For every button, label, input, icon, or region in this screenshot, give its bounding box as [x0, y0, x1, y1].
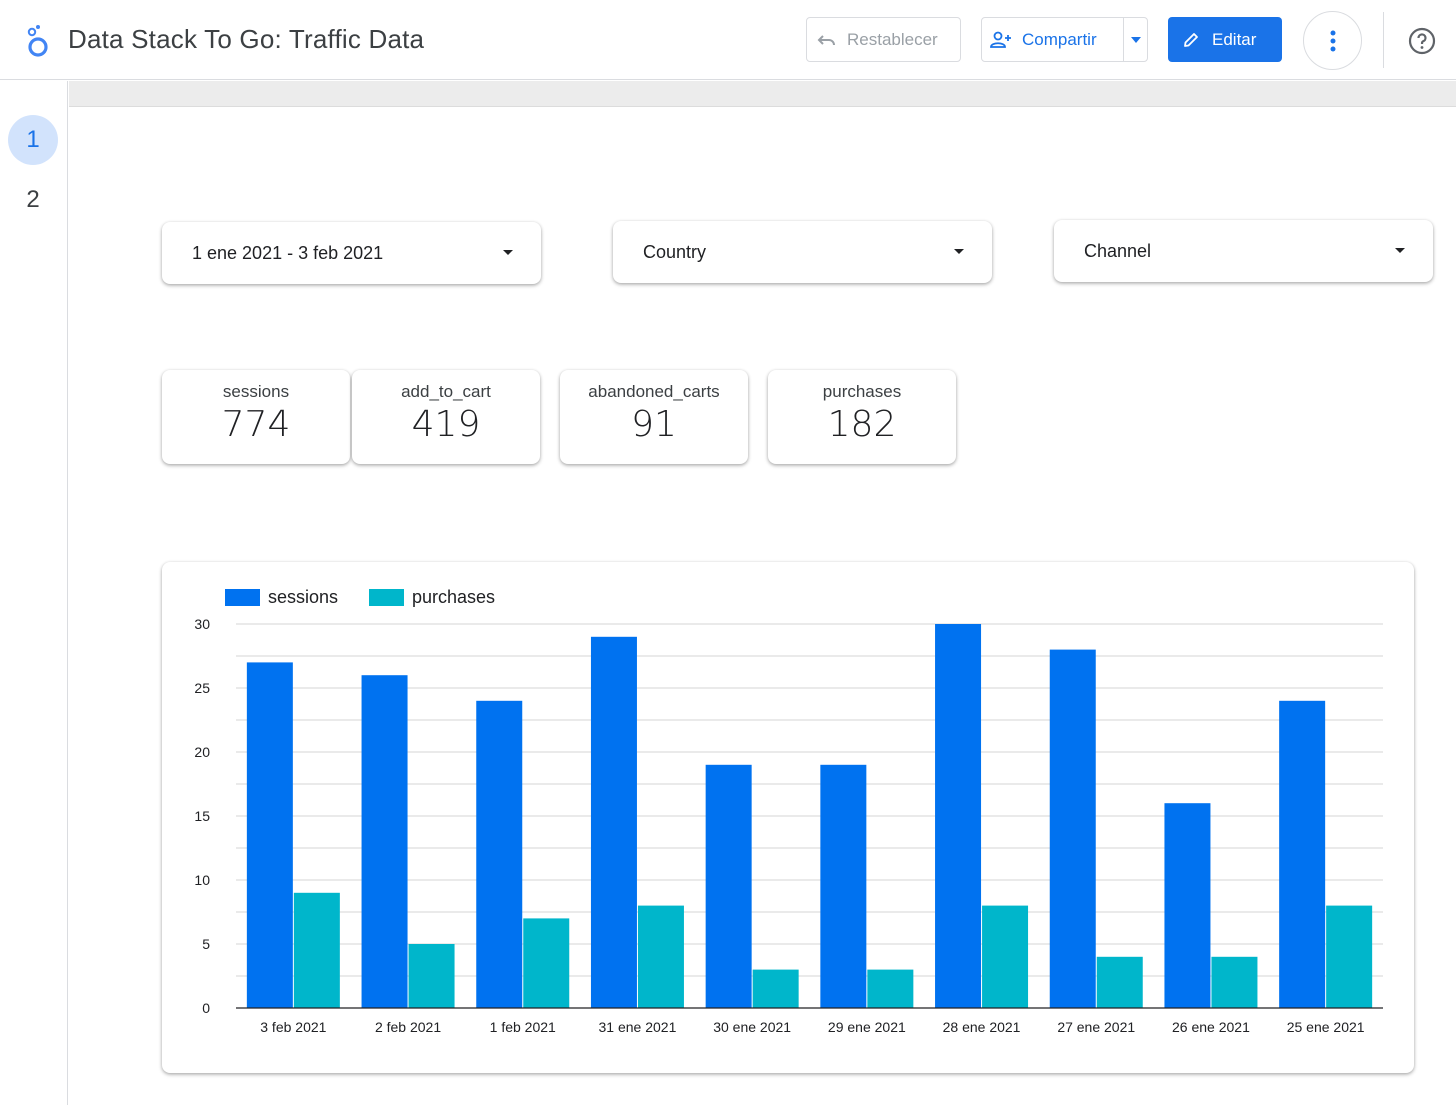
bar-sessions [1164, 803, 1211, 1008]
edit-button[interactable]: Editar [1168, 17, 1282, 62]
country-filter-label: Country [643, 241, 707, 262]
kpi-value: 419 [411, 404, 481, 445]
bar-sessions [705, 764, 752, 1008]
bar-purchases [293, 892, 340, 1008]
kpi-value: 91 [631, 404, 677, 445]
x-tick-label: 31 ene 2021 [599, 1019, 677, 1035]
bar-chart: 0 5 10 15 20 25 30 3 feb 2021 2 feb 2021 1 feb 20… [194, 616, 1383, 1035]
share-dropdown-button[interactable] [1123, 18, 1147, 61]
kpi-label: add_to_cart [401, 382, 491, 401]
legend-purchases[interactable]: purchases [369, 587, 495, 608]
bar-purchases [523, 918, 570, 1008]
x-tick-label: 25 ene 2021 [1287, 1019, 1365, 1035]
y-tick-label: 5 [202, 936, 210, 952]
legend-sessions[interactable]: sessions [225, 587, 338, 608]
bar-sessions [935, 624, 982, 1008]
bar-purchases [1326, 905, 1373, 1008]
y-tick-label: 25 [194, 680, 210, 696]
report-title[interactable]: Data Stack To Go: Traffic Data [68, 24, 425, 54]
legend-label: purchases [412, 587, 496, 607]
y-tick-label: 0 [202, 1000, 210, 1016]
more-options-button[interactable] [1303, 11, 1362, 70]
kpi-value: 182 [827, 404, 897, 445]
caret-down-icon [1130, 36, 1141, 43]
help-icon[interactable] [1408, 27, 1436, 55]
bar-chart-card[interactable]: sessions purchases 0 5 10 15 20 25 30 3 feb 202… [162, 562, 1414, 1073]
looker-studio-logo-icon[interactable] [22, 24, 52, 58]
y-tick-label: 15 [194, 808, 210, 824]
country-filter[interactable]: Country [613, 221, 992, 283]
channel-filter[interactable]: Channel [1054, 220, 1433, 282]
bar-sessions [820, 764, 867, 1008]
share-button[interactable]: Compartir [982, 18, 1123, 61]
bar-purchases [637, 905, 684, 1008]
x-tick-label: 1 feb 2021 [490, 1019, 556, 1035]
channel-filter-label: Channel [1084, 240, 1152, 261]
share-button-group: Compartir [981, 17, 1148, 62]
dropdown-arrow-icon [503, 250, 513, 255]
more-vert-icon [1330, 30, 1335, 51]
bar-sessions [1049, 649, 1096, 1008]
kpi-value: 774 [221, 404, 291, 445]
dropdown-arrow-icon [954, 249, 964, 254]
kpi-label: purchases [822, 382, 902, 401]
x-tick-label: 3 feb 2021 [260, 1019, 326, 1035]
kpi-purchases[interactable]: purchases 182 [768, 370, 956, 464]
x-tick-label: 28 ene 2021 [943, 1019, 1021, 1035]
pencil-icon [1184, 32, 1198, 47]
legend-swatch [225, 589, 260, 606]
canvas-top-band [69, 81, 1456, 107]
kpi-label: sessions [222, 382, 290, 401]
page-2-button[interactable]: 2 [26, 186, 40, 213]
bar-sessions [590, 636, 637, 1008]
bar-purchases [752, 969, 799, 1008]
header-divider [1383, 12, 1384, 68]
kpi-add-to-cart[interactable]: add_to_cart 419 [352, 370, 540, 464]
date-range-control[interactable]: 1 ene 2021 - 3 feb 2021 [162, 222, 541, 284]
bar-purchases [408, 944, 455, 1008]
bar-purchases [1211, 956, 1258, 1008]
dropdown-arrow-icon [1395, 248, 1405, 253]
kpi-abandoned-carts[interactable]: abandoned_carts 91 [560, 370, 748, 464]
x-tick-label: 30 ene 2021 [713, 1019, 791, 1035]
bar-sessions [476, 700, 523, 1008]
bar-sessions [361, 675, 408, 1008]
legend-label: sessions [268, 587, 339, 607]
add-person-icon [990, 31, 1011, 48]
x-tick-label: 26 ene 2021 [1172, 1019, 1250, 1035]
share-label: Compartir [1022, 29, 1097, 49]
y-tick-label: 30 [194, 616, 210, 632]
legend-swatch [369, 589, 404, 606]
page-navigation: 1 2 [0, 81, 68, 1105]
x-tick-label: 27 ene 2021 [1057, 1019, 1135, 1035]
bar-purchases [982, 905, 1029, 1008]
edit-label: Editar [1212, 29, 1257, 49]
y-tick-label: 10 [194, 872, 210, 888]
date-range-value: 1 ene 2021 - 3 feb 2021 [192, 242, 384, 263]
x-tick-label: 29 ene 2021 [828, 1019, 906, 1035]
page-1-button[interactable]: 1 [8, 115, 58, 165]
reset-label: Restablecer [847, 29, 938, 49]
bar-purchases [867, 969, 914, 1008]
reset-button[interactable]: Restablecer [806, 17, 961, 62]
bar-sessions [1279, 700, 1326, 1008]
bar-purchases [1096, 956, 1143, 1008]
kpi-sessions[interactable]: sessions 774 [162, 370, 350, 464]
undo-icon [817, 34, 835, 45]
kpi-label: abandoned_carts [588, 382, 720, 401]
bar-sessions [246, 662, 293, 1008]
x-tick-label: 2 feb 2021 [375, 1019, 441, 1035]
app-header: Data Stack To Go: Traffic Data Restablec… [0, 0, 1456, 80]
y-tick-label: 20 [194, 744, 210, 760]
